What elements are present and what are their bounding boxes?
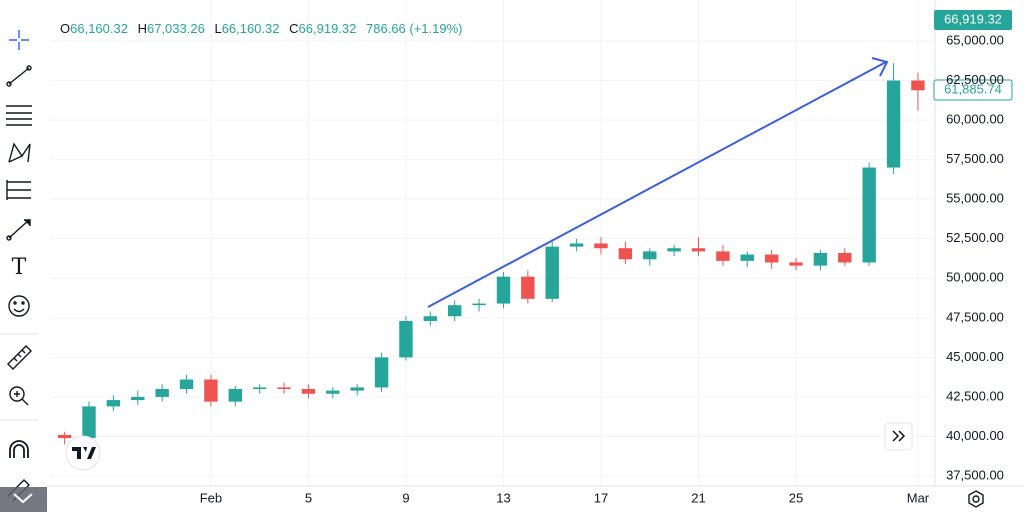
magnet-tool[interactable] (9, 440, 29, 458)
y-tick-label: 57,500.00 (946, 151, 1004, 166)
candle-body (472, 303, 486, 306)
current-price-text: 61,885.74 (944, 81, 1002, 96)
y-tick-label: 40,000.00 (946, 428, 1004, 443)
brush-tool[interactable] (6, 219, 31, 241)
candle-body (545, 246, 559, 299)
candle-body (496, 276, 511, 304)
y-tick-label: 47,500.00 (946, 309, 1004, 324)
h-label: H (138, 21, 147, 36)
emoji-tool[interactable] (8, 295, 30, 317)
o-value: 66,160.32 (70, 21, 128, 36)
change: 786.66 (+1.19%) (366, 21, 462, 36)
candle-body (106, 400, 121, 407)
candle-body (228, 389, 242, 402)
l-value: 66,160.32 (222, 21, 280, 36)
candle-body (716, 251, 730, 261)
logo-badge[interactable] (65, 435, 101, 471)
crosshair-tool[interactable] (9, 30, 29, 50)
x-tick-label: 13 (496, 490, 510, 505)
candle-body (374, 357, 389, 388)
candle-body (57, 434, 72, 439)
candle-body (886, 80, 901, 168)
y-tick-label: 45,000.00 (946, 349, 1004, 364)
candle-body (618, 248, 633, 260)
candle-body (789, 262, 803, 266)
y-tick-label: 42,500.00 (946, 388, 1004, 403)
candle-body (448, 305, 462, 317)
toolbar: T (0, 30, 47, 512)
toggle-chevron (13, 493, 33, 504)
x-tick-label: Feb (200, 490, 222, 505)
x-tick-label: 9 (402, 490, 409, 505)
y-tick-label: 52,500.00 (946, 230, 1004, 245)
x-tick-label: 5 (305, 490, 312, 505)
candle-body (667, 248, 681, 252)
candle-body (131, 396, 145, 401)
x-tick-label: 25 (789, 490, 803, 505)
prediction-tool[interactable] (6, 180, 31, 200)
zoom-tool[interactable] (9, 386, 29, 406)
candle-body (813, 252, 828, 266)
last-price-text: 66,919.32 (944, 11, 1002, 26)
candle-body (252, 387, 267, 390)
candle-body (911, 80, 925, 91)
candle-body (155, 389, 169, 397)
x-tick-label: 21 (691, 490, 705, 505)
trendline-tool[interactable] (6, 65, 32, 87)
candle-body (740, 254, 754, 261)
last-price-tag (934, 10, 1012, 30)
ohlc-header: O66,160.32 H67,033.26 L66,160.32 C66,919… (60, 21, 463, 36)
text-tool[interactable]: T (12, 255, 27, 280)
candle-body (521, 276, 535, 299)
candle-body (691, 248, 706, 252)
grid (50, 0, 935, 486)
candle-body (82, 406, 96, 439)
trend-arrow[interactable] (427, 61, 887, 308)
candle-body (862, 167, 876, 263)
y-tick-label: 62,500.00 (946, 72, 1004, 87)
candle-body (326, 390, 340, 394)
candle-body (569, 243, 584, 247)
y-tick-label: 65,000.00 (946, 32, 1004, 47)
h-value: 67,033.26 (147, 21, 205, 36)
y-tick-label: 37,500.00 (946, 467, 1004, 482)
scroll-icon (892, 430, 906, 442)
settings-button[interactable] (968, 490, 984, 508)
toolbar-toggle[interactable] (0, 487, 47, 512)
fib-tool[interactable] (6, 105, 32, 126)
y-tick-label: 55,000.00 (946, 191, 1004, 206)
o-label: O (60, 21, 70, 36)
candle-body (350, 387, 364, 391)
y-tick-label: 50,000.00 (946, 270, 1004, 285)
candle-body (399, 320, 413, 358)
candle-body (301, 389, 316, 394)
ruler-tool[interactable] (7, 345, 32, 370)
logo (72, 447, 96, 459)
x-tick-label: 17 (594, 490, 608, 505)
current-price-tag (933, 79, 1013, 101)
candle-body (423, 316, 438, 321)
candle-body (643, 251, 657, 260)
candles (57, 63, 925, 445)
candle-body (594, 243, 608, 249)
c-label: C (289, 21, 298, 36)
x-tick-label: Mar (907, 490, 930, 505)
trend-arrow-head (871, 57, 889, 77)
candle-body (204, 379, 218, 402)
candle-body (179, 379, 194, 390)
l-label: L (214, 21, 221, 36)
candle-body (764, 254, 779, 263)
pattern-tool[interactable] (8, 142, 31, 163)
c-value: 66,919.32 (299, 21, 357, 36)
candle-body (277, 387, 291, 390)
candle-body (838, 252, 852, 263)
y-tick-label: 60,000.00 (946, 112, 1004, 127)
